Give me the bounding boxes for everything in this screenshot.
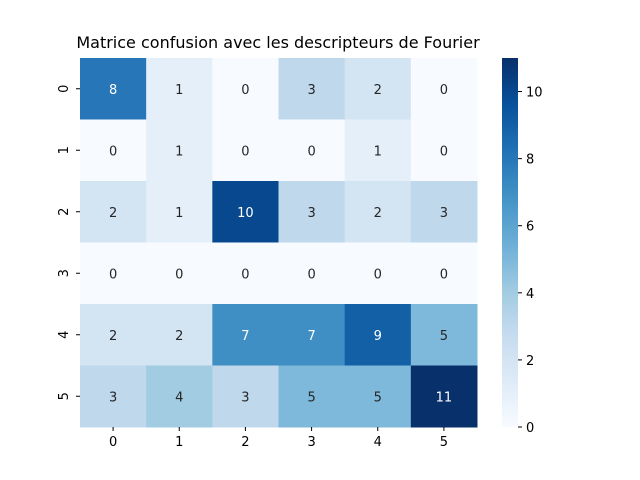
x-tick-label-5: 5 <box>440 435 448 450</box>
heatmap-cell-5-0 <box>80 365 147 428</box>
heatmap-cell-5-3 <box>278 365 346 428</box>
heatmap-cell-2-3 <box>278 181 346 243</box>
heatmap-cell-0-1 <box>146 58 213 120</box>
cell-annotation-4-2: 7 <box>241 329 249 344</box>
heatmap-cell-4-3 <box>278 304 346 366</box>
cell-annotation-1-1: 1 <box>175 144 183 159</box>
cell-annotation-4-5: 5 <box>440 329 448 344</box>
cell-annotation-4-3: 7 <box>307 329 315 344</box>
cell-annotation-5-3: 5 <box>307 390 315 405</box>
heatmap-cell-5-5 <box>410 365 478 428</box>
colorbar-tick-label-2: 4 <box>526 287 534 302</box>
heatmap-cell-5-1 <box>146 365 213 428</box>
cell-annotation-3-0: 0 <box>109 267 117 282</box>
cell-annotation-0-5: 0 <box>440 83 448 98</box>
heatmap-cell-4-4 <box>344 304 412 366</box>
cell-annotation-2-4: 2 <box>374 206 382 221</box>
heatmap-cell-0-5 <box>410 58 478 120</box>
cell-annotation-1-3: 0 <box>307 144 315 159</box>
y-tick-label-4: 4 <box>57 331 72 339</box>
colorbar-tick-label-1: 2 <box>526 354 534 369</box>
cell-annotation-1-2: 0 <box>241 144 249 159</box>
cell-annotation-0-4: 2 <box>374 83 382 98</box>
heatmap-cell-1-3 <box>278 119 346 182</box>
cell-annotation-3-2: 0 <box>241 267 249 282</box>
heatmap-cell-0-3 <box>278 58 346 120</box>
colorbar-ticks: 0 2 4 6 8 10 <box>518 86 543 436</box>
heatmap-cell-0-2 <box>212 58 279 120</box>
heatmap-cell-4-1 <box>146 304 213 366</box>
colorbar <box>502 58 518 427</box>
cell-annotation-0-1: 1 <box>175 83 183 98</box>
y-tick-label-0: 0 <box>57 85 72 93</box>
cell-annotation-1-0: 0 <box>109 144 117 159</box>
x-tick-label-0: 0 <box>109 435 117 450</box>
cell-annotation-0-0: 8 <box>109 83 117 98</box>
cell-annotation-1-5: 0 <box>440 144 448 159</box>
cell-annotation-4-1: 2 <box>175 329 183 344</box>
heatmap-cell-1-4 <box>344 119 412 182</box>
y-tick-label-5: 5 <box>57 392 72 400</box>
y-tick-label-1: 1 <box>57 146 72 154</box>
heatmap-cells <box>80 58 478 428</box>
cell-annotation-2-0: 2 <box>109 206 117 221</box>
heatmap-cell-2-1 <box>146 181 213 243</box>
y-tick-label-2: 2 <box>57 208 72 216</box>
cell-annotation-0-2: 0 <box>241 83 249 98</box>
cell-annotation-3-4: 0 <box>374 267 382 282</box>
heatmap-cell-3-3 <box>278 242 346 305</box>
cell-annotation-5-4: 5 <box>374 390 382 405</box>
chart-title: Matrice confusion avec les descripteurs … <box>76 33 480 52</box>
cell-annotation-3-1: 0 <box>175 267 183 282</box>
cell-annotation-5-0: 3 <box>109 390 117 405</box>
heatmap-cell-2-0 <box>80 181 147 243</box>
cell-annotation-2-1: 1 <box>175 206 183 221</box>
colorbar-tick-label-5: 10 <box>526 86 543 101</box>
heatmap-cell-4-0 <box>80 304 147 366</box>
heatmap-cell-2-5 <box>410 181 478 243</box>
heatmap-cell-4-5 <box>410 304 478 366</box>
heatmap-cell-1-2 <box>212 119 279 182</box>
cell-annotation-1-4: 1 <box>374 144 382 159</box>
cell-annotation-2-2: 10 <box>237 206 254 221</box>
heatmap-cell-3-1 <box>146 242 213 305</box>
cell-annotations: 8 1 0 3 2 00 1 0 0 1 02 1 10 3 2 30 0 0 0 0 02 2 7 7 9 53 4 3 5 5 11 <box>109 83 452 406</box>
heatmap-cell-3-2 <box>212 242 279 305</box>
cell-annotation-3-5: 0 <box>440 267 448 282</box>
colorbar-tick-label-0: 0 <box>526 421 534 436</box>
x-tick-label-2: 2 <box>241 435 249 450</box>
cell-annotation-4-0: 2 <box>109 329 117 344</box>
y-tick-label-3: 3 <box>57 269 72 277</box>
heatmap-cell-2-2 <box>212 181 279 243</box>
cell-annotation-0-3: 3 <box>307 83 315 98</box>
cell-annotation-5-2: 3 <box>241 390 249 405</box>
heatmap-cell-3-5 <box>410 242 478 305</box>
cell-annotation-3-3: 0 <box>307 267 315 282</box>
heatmap-cell-1-0 <box>80 119 147 182</box>
heatmap-cell-0-0 <box>80 58 147 120</box>
x-tick-label-1: 1 <box>175 435 183 450</box>
colorbar-tick-label-4: 8 <box>526 153 534 168</box>
heatmap-cell-3-0 <box>80 242 147 305</box>
heatmap-cell-0-4 <box>344 58 412 120</box>
heatmap-cell-1-1 <box>146 119 213 182</box>
heatmap-cell-1-5 <box>410 119 478 182</box>
heatmap-cell-3-4 <box>344 242 412 305</box>
cell-annotation-2-3: 3 <box>307 206 315 221</box>
x-tick-label-4: 4 <box>374 435 382 450</box>
cell-annotation-5-5: 11 <box>436 390 453 405</box>
heatmap-cell-2-4 <box>344 181 412 243</box>
heatmap-cell-5-2 <box>212 365 279 428</box>
cell-annotation-2-5: 3 <box>440 206 448 221</box>
cell-annotation-5-1: 4 <box>175 390 183 405</box>
cell-annotation-4-4: 9 <box>374 329 382 344</box>
y-axis-ticks: 0 1 2 3 4 5 <box>57 85 80 400</box>
heatmap-cell-5-4 <box>344 365 412 428</box>
heatmap-cell-4-2 <box>212 304 279 366</box>
colorbar-tick-label-3: 6 <box>526 220 534 235</box>
x-tick-label-3: 3 <box>307 435 315 450</box>
x-axis-ticks: 0 1 2 3 4 5 <box>109 427 448 450</box>
